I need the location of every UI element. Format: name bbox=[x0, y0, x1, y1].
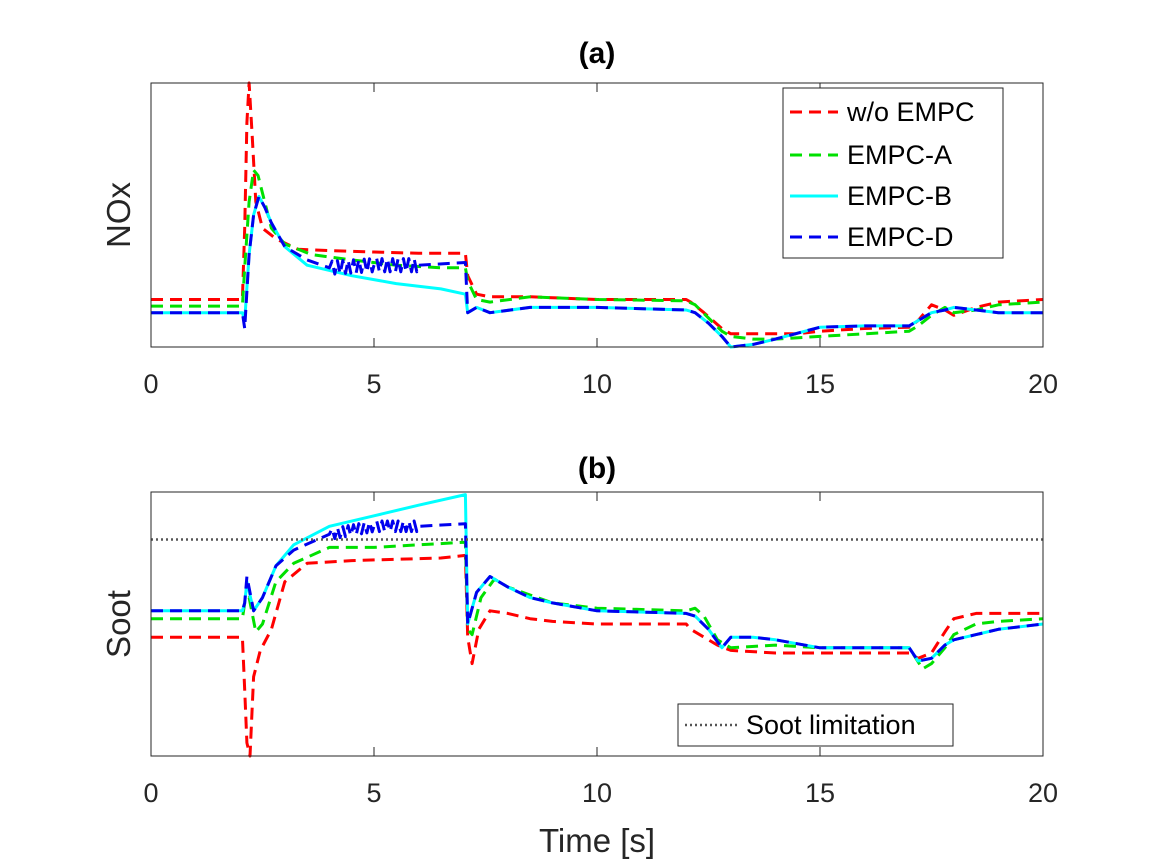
x-tick-label: 5 bbox=[366, 778, 381, 808]
x-tick-label: 15 bbox=[805, 369, 835, 399]
x-tick-label: 0 bbox=[143, 369, 158, 399]
legend-label-empc-b: EMPC-B bbox=[847, 181, 952, 211]
x-axis-ticks-b: 0 5 10 15 20 bbox=[143, 778, 1058, 808]
legend-a: w/o EMPC EMPC-A EMPC-B EMPC-D bbox=[782, 87, 1004, 259]
x-tick-marks-b bbox=[373, 492, 821, 756]
series-line-empc-a bbox=[151, 168, 1044, 341]
legend-label-soot-limitation: Soot limitation bbox=[746, 710, 916, 740]
x-tick-label: 10 bbox=[582, 778, 612, 808]
panel-b: (b) Soot 0 5 10 15 20 Time [s] Soot limi… bbox=[100, 452, 1058, 859]
chart-title-b: (b) bbox=[578, 452, 616, 485]
y-axis-label-a: NOx bbox=[100, 182, 137, 249]
panel-a: (a) NOx 0 5 10 15 20 w/o EMPC EMPC-A EMP… bbox=[100, 37, 1058, 399]
x-tick-label: 5 bbox=[366, 369, 381, 399]
x-tick-label: 0 bbox=[143, 778, 158, 808]
x-tick-label: 15 bbox=[805, 778, 835, 808]
legend-label-empc-a: EMPC-A bbox=[847, 140, 952, 170]
x-tick-label: 20 bbox=[1028, 778, 1058, 808]
x-axis-label: Time [s] bbox=[539, 822, 655, 859]
legend-box-a bbox=[782, 87, 1004, 259]
series-group-a bbox=[151, 81, 1044, 349]
x-tick-label: 20 bbox=[1028, 369, 1058, 399]
legend-label-empc-d: EMPC-D bbox=[847, 222, 954, 252]
x-tick-label: 10 bbox=[582, 369, 612, 399]
x-axis-ticks-a: 0 5 10 15 20 bbox=[143, 369, 1058, 399]
legend-b: Soot limitation bbox=[677, 703, 954, 747]
series-line-empc-d bbox=[151, 519, 1044, 663]
legend-label-wo-empc: w/o EMPC bbox=[846, 97, 975, 127]
legend-box-b bbox=[677, 703, 954, 747]
series-line-empc-d bbox=[151, 195, 1043, 349]
chart-title-a: (a) bbox=[579, 37, 616, 70]
y-axis-label-b: Soot bbox=[100, 590, 137, 658]
series-group-b bbox=[151, 493, 1044, 758]
